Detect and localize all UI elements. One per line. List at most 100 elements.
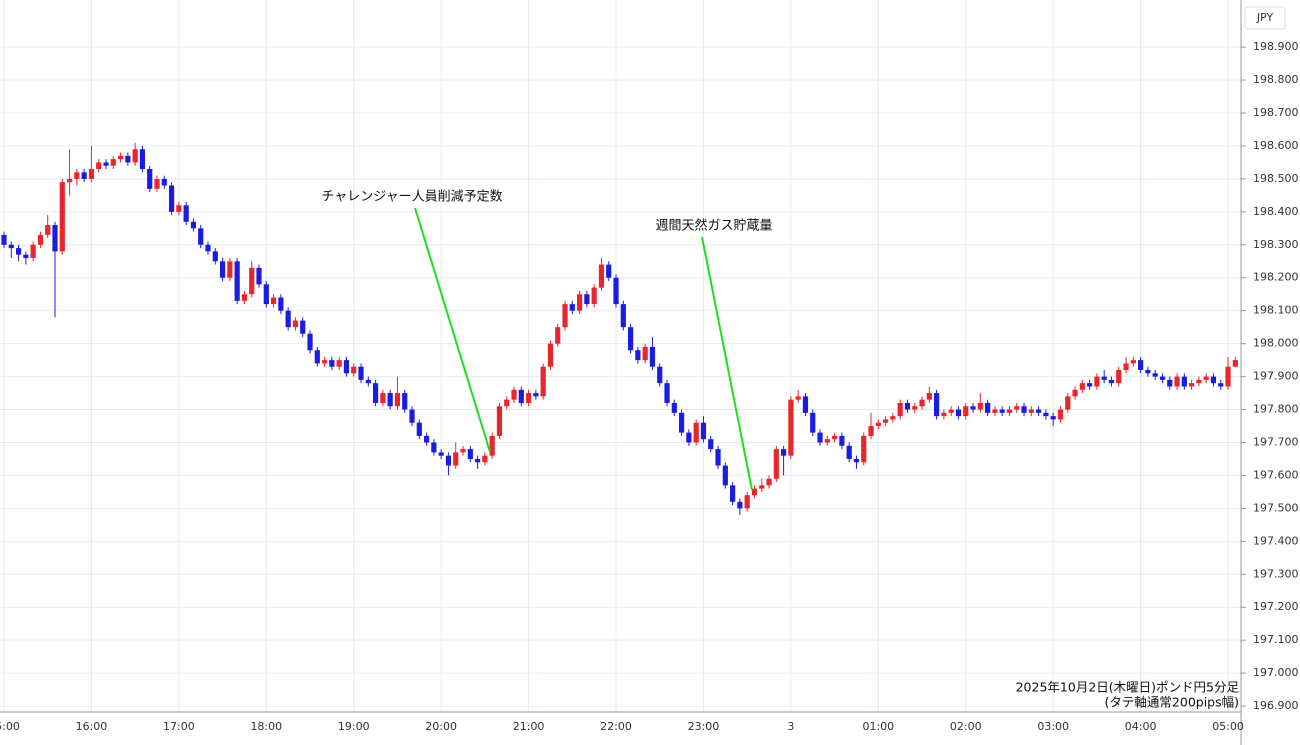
candle-body [985,402,991,413]
candle-body [96,162,102,170]
candle-body [365,379,371,384]
candle-body [1043,412,1049,417]
candle-body [59,182,65,252]
candle-body [125,155,131,163]
candle-body [795,396,801,400]
candle-body [817,432,823,443]
x-tick-label: 3 [787,720,794,733]
candle-body [219,261,226,278]
candle-body [584,294,590,305]
candle-body [438,452,444,456]
candle-body [1036,409,1042,413]
y-tick-label: 197.000 [1253,666,1299,679]
candle-body [30,244,36,258]
candle-body [853,458,860,463]
candle-body [890,416,896,420]
y-tick-label: 197.400 [1253,534,1299,547]
candle-body [525,393,532,403]
candle-body [547,343,554,367]
candle-body [8,244,14,249]
candle-body [227,261,233,278]
y-tick-label: 197.600 [1253,468,1299,481]
candle-body [627,327,634,351]
candle-body [1189,383,1195,387]
candle-body [139,149,146,170]
candle-body [1057,409,1064,420]
annotation-line [414,207,491,453]
candle-body [620,304,626,328]
currency-label: JPY [1256,11,1274,24]
x-tick-label: 16:00 [76,720,108,733]
candle-body [846,445,852,459]
candle-body [74,172,80,179]
candle-body [103,162,109,166]
axis-panel [0,712,1300,745]
candle-body [161,178,167,186]
candle-body [802,396,809,413]
candle-body [912,406,918,410]
candle-body [1203,376,1209,380]
candle-body [198,228,204,245]
candle-body [1006,409,1013,413]
x-tick-label: 23:00 [688,720,720,733]
candle-body [977,402,983,410]
candle-body [766,478,772,486]
candle-body [1065,396,1071,410]
candle-body [409,409,415,423]
y-tick-label: 197.800 [1253,403,1299,416]
candle-body [678,412,685,433]
candle-body [110,159,116,166]
y-tick-label: 198.100 [1253,304,1299,317]
candle-body [970,406,976,410]
candle-body [591,287,597,305]
x-tick-label: 20:00 [425,720,457,733]
candle-body [81,172,87,179]
candle-body [635,350,641,361]
y-tick-label: 197.300 [1253,567,1299,580]
candle-body [147,169,153,189]
candle-body [496,406,503,436]
candle-body [868,426,874,436]
candle-body [955,409,962,417]
y-tick-label: 198.400 [1253,205,1299,218]
candle-body [730,485,736,502]
candle-body [1123,363,1129,371]
candle-body [467,449,473,459]
candle-body [66,178,73,183]
candle-body [1028,409,1034,413]
candle-body [948,409,954,413]
note: 2025年10月2日(木曜日)ポンド円5分足 [1016,680,1240,695]
x-tick-label: 19:00 [338,720,370,733]
candle-body [1,234,7,245]
candle-body [423,435,430,443]
candle-body [671,402,677,413]
candle-body [832,435,838,440]
candle-body [1101,376,1107,380]
candle-body [700,422,707,440]
candle-body [511,389,517,400]
annotation-line [701,236,753,491]
candle-body [285,310,291,328]
candle-body [613,277,619,305]
annotation: 週間天然ガス貯蔵量 [655,218,772,234]
candle-body [1116,370,1122,384]
candle-body [606,264,612,278]
candle-body [941,412,947,417]
candle-body [759,485,765,489]
candle-body [781,449,787,456]
candle-body [445,455,452,466]
y-tick-label: 198.900 [1253,40,1299,53]
candle-body [1130,360,1136,364]
candle-body [598,264,605,288]
candle-body [737,501,743,509]
candle-body [1218,383,1224,387]
candle-body [555,327,561,344]
x-tick-label: 04:00 [1125,720,1157,733]
candle-body [518,389,524,403]
candle-body [474,458,481,463]
candle-body [693,422,699,443]
candle-body [569,304,575,311]
candle-body [329,360,335,367]
candle-body [576,294,583,311]
